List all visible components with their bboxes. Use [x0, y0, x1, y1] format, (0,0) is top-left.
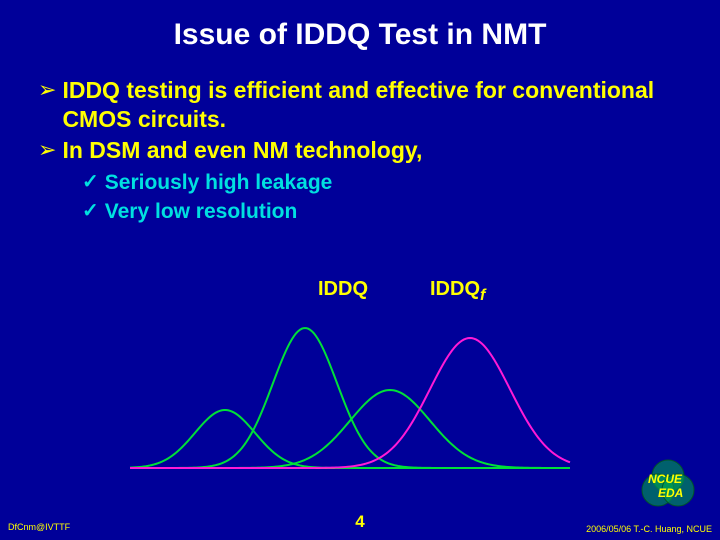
chart-label-iddqf: IDDQf [430, 278, 485, 305]
bullet-item: ➢ IDDQ testing is efficient and effectiv… [38, 76, 690, 134]
ncue-logo: NCUE EDA [636, 458, 700, 514]
distribution-chart: IDDQ IDDQf [120, 278, 580, 488]
chart-label-iddq: IDDQ [318, 278, 368, 301]
logo-text-line1: NCUE [648, 472, 682, 486]
chart-svg [120, 278, 580, 488]
chart-label-iddqf-base: IDDQ [430, 278, 480, 300]
arrow-icon: ➢ [38, 76, 56, 104]
check-icon: ✓ [82, 170, 99, 195]
content-region: ➢ IDDQ testing is efficient and effectiv… [0, 76, 720, 225]
bullet-text: IDDQ testing is efficient and effective … [62, 76, 690, 134]
sub-bullet-item: ✓ Seriously high leakage [82, 170, 690, 196]
chart-label-iddqf-sub: f [480, 287, 485, 304]
sub-bullet-text: Very low resolution [105, 199, 298, 225]
page-title: Issue of IDDQ Test in NMT [0, 0, 720, 76]
sub-bullet-item: ✓ Very low resolution [82, 199, 690, 225]
arrow-icon: ➢ [38, 136, 56, 164]
logo-text-line2: EDA [658, 486, 683, 500]
check-icon: ✓ [82, 199, 99, 224]
footer-right: 2006/05/06 T.-C. Huang, NCUE [586, 524, 712, 534]
sub-bullet-text: Seriously high leakage [105, 170, 333, 196]
sub-bullets: ✓ Seriously high leakage ✓ Very low reso… [82, 170, 690, 225]
bullet-item: ➢ In DSM and even NM technology, [38, 136, 690, 165]
bullet-text: In DSM and even NM technology, [62, 136, 422, 165]
